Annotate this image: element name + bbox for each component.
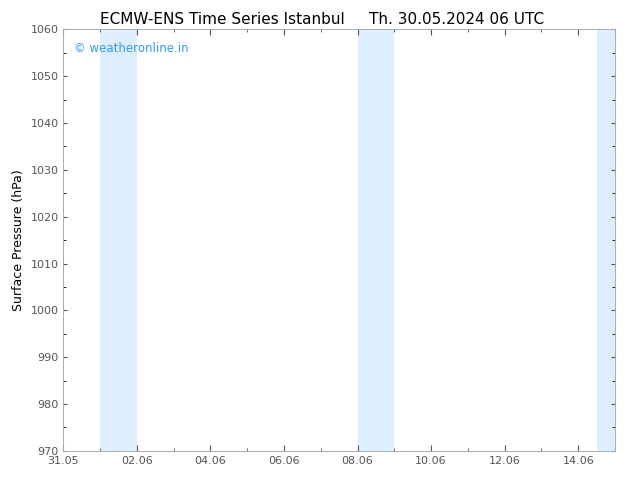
Text: © weatheronline.in: © weatheronline.in [74, 42, 189, 55]
Bar [597, 29, 615, 451]
Y-axis label: Surface Pressure (hPa): Surface Pressure (hPa) [12, 169, 25, 311]
Bar [358, 29, 394, 451]
Text: ECMW-ENS Time Series Istanbul: ECMW-ENS Time Series Istanbul [100, 12, 344, 27]
Text: Th. 30.05.2024 06 UTC: Th. 30.05.2024 06 UTC [369, 12, 544, 27]
Bar [100, 29, 137, 451]
